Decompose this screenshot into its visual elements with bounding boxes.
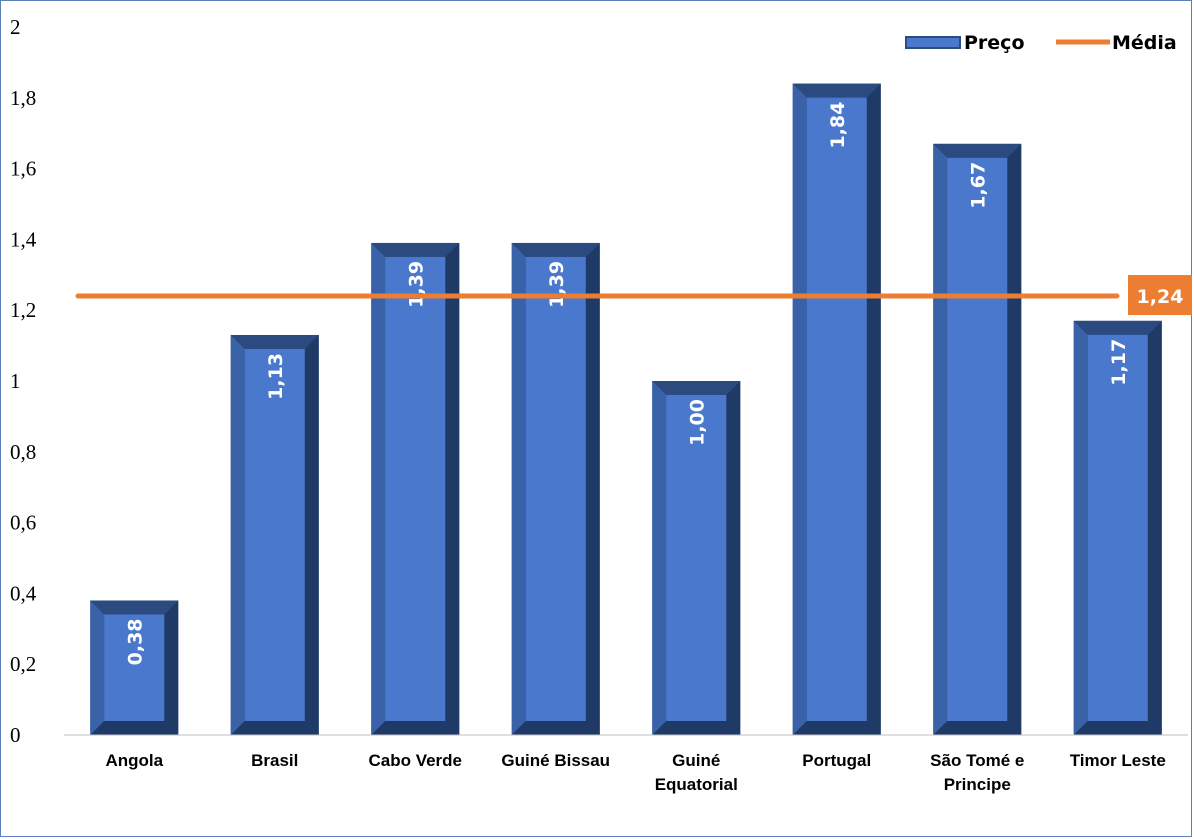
bar-face <box>666 395 727 721</box>
x-tick-label: Timor Leste <box>1070 751 1166 770</box>
x-tick-label: Brasil <box>251 751 298 770</box>
average-label: 1,24 <box>1137 286 1184 308</box>
bar-face <box>1087 334 1148 721</box>
data-label: 1,39 <box>405 261 427 308</box>
x-tick-label: Cabo Verde <box>368 751 462 770</box>
legend-swatch-preco <box>905 36 961 49</box>
bar: 1,13 <box>230 334 319 735</box>
data-label: 1,67 <box>967 162 989 209</box>
bar-bevel-right <box>726 381 741 735</box>
x-tick-label: Angola <box>105 751 163 770</box>
bar-bevel-top <box>792 83 881 98</box>
bar-face <box>806 97 867 721</box>
y-tick-label: 1,4 <box>10 227 37 251</box>
bar-bevel-left <box>511 242 526 735</box>
bar: 1,00 <box>652 381 741 735</box>
bar-bevel-bottom <box>792 721 881 735</box>
y-tick-label: 2 <box>10 15 21 39</box>
bar: 1,39 <box>371 242 460 735</box>
bar-bevel-bottom <box>90 721 179 735</box>
bar-bevel-right <box>445 242 460 735</box>
bar: 0,38 <box>90 600 179 735</box>
x-axis: Angola Brasil Cabo Verde Guiné Bissau Guiné E… <box>64 734 1188 794</box>
data-label: 1,17 <box>1108 339 1130 386</box>
y-tick-label: 0,6 <box>10 511 36 535</box>
bar-bevel-right <box>1147 320 1162 735</box>
bar-bevel-right <box>866 83 881 735</box>
bar-bevel-left <box>230 334 245 735</box>
bars: 0,38 1,13 1,39 1,39 1,00 1,84 1,67 1,17 <box>90 83 1162 735</box>
legend: Preço Média <box>905 32 1177 54</box>
bar-bevel-top <box>511 242 600 257</box>
y-tick-label: 1 <box>10 369 21 393</box>
average-label-box <box>1128 275 1192 316</box>
bar-bevel-top <box>1073 320 1162 335</box>
bar-bevel-bottom <box>933 721 1022 735</box>
bar-bevel-right <box>1007 143 1022 735</box>
bar: 1,67 <box>933 143 1022 735</box>
average-line-group: 1,24 <box>75 275 1192 316</box>
bar-bevel-right <box>585 242 600 735</box>
x-tick-label: Portugal <box>802 751 871 770</box>
y-tick-label: 0,4 <box>10 581 37 605</box>
bar-face <box>104 614 165 721</box>
bar: 1,17 <box>1073 320 1162 735</box>
bar-bevel-left <box>792 83 807 735</box>
bar-bevel-left <box>90 600 105 735</box>
y-axis: 0 0,2 0,4 0,6 0,8 1 1,2 1,4 1,6 1,8 2 <box>10 15 37 747</box>
x-tick-label: Guiné Equatorial <box>655 751 738 794</box>
bar-bevel-top <box>933 143 1022 158</box>
bar-bevel-top <box>90 600 179 615</box>
data-label: 1,39 <box>546 261 568 308</box>
bar-bevel-left <box>371 242 386 735</box>
bar-face <box>525 256 586 721</box>
bar: 1,84 <box>792 83 881 735</box>
bar-bevel-bottom <box>511 721 600 735</box>
y-tick-label: 1,2 <box>10 298 36 322</box>
bar-bevel-left <box>933 143 948 735</box>
bar: 1,39 <box>511 242 600 735</box>
bar-face <box>385 256 446 721</box>
y-tick-label: 0,2 <box>10 652 36 676</box>
data-label: 1,13 <box>265 353 287 400</box>
y-tick-label: 1,6 <box>10 157 36 181</box>
bar-bevel-left <box>652 381 667 735</box>
data-label: 0,38 <box>124 618 146 665</box>
y-tick-label: 0 <box>10 723 21 747</box>
bar-face <box>244 348 305 721</box>
y-tick-label: 0,8 <box>10 440 36 464</box>
data-label: 1,00 <box>686 399 708 446</box>
bar-bevel-top <box>230 334 319 349</box>
bar-bevel-right <box>164 600 179 735</box>
bar-face <box>947 157 1008 721</box>
legend-label-preco: Preço <box>964 32 1025 54</box>
bar-bevel-right <box>304 334 319 735</box>
bar-bevel-bottom <box>230 721 319 735</box>
legend-label-media: Média <box>1112 32 1177 54</box>
bar-bevel-bottom <box>652 721 741 735</box>
data-label: 1,84 <box>827 102 849 149</box>
bar-bevel-bottom <box>1073 721 1162 735</box>
bar-bevel-top <box>652 381 741 395</box>
y-tick-label: 1,8 <box>10 86 36 110</box>
x-tick-label: Guiné Bissau <box>501 751 610 770</box>
bar-bevel-left <box>1073 320 1088 735</box>
bar-bevel-bottom <box>371 721 460 735</box>
bar-bevel-top <box>371 242 460 257</box>
x-tick-label: São Tomé e Principe <box>930 751 1024 794</box>
